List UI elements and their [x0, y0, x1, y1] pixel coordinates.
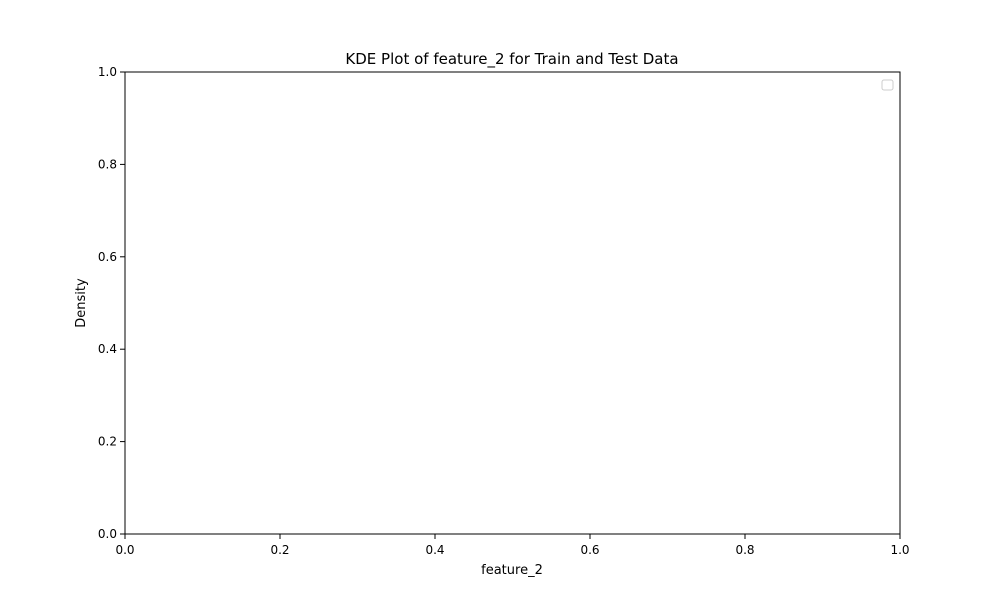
- legend: [881, 79, 894, 91]
- y-axis-ticks: 0.0 0.2 0.4 0.6 0.8 1.0: [98, 65, 125, 541]
- y-tick-label: 0.2: [98, 435, 117, 449]
- plot-area: [124, 71, 901, 535]
- x-tick-label: 0.4: [425, 543, 444, 557]
- y-axis-label: Density: [74, 278, 89, 328]
- chart-title: KDE Plot of feature_2 for Train and Test…: [345, 50, 678, 69]
- y-tick-label: 1.0: [98, 65, 117, 79]
- y-tick-label: 0.8: [98, 157, 117, 171]
- x-tick-label: 0.8: [735, 543, 754, 557]
- x-tick-label: 0.6: [580, 543, 599, 557]
- x-axis-ticks: 0.0 0.2 0.4 0.6 0.8 1.0: [115, 534, 910, 557]
- x-tick-label: 0.0: [115, 543, 134, 557]
- x-axis-label: feature_2: [481, 563, 543, 578]
- x-tick-label: 1.0: [890, 543, 909, 557]
- legend-box: [881, 79, 894, 91]
- y-tick-label: 0.4: [98, 342, 117, 356]
- y-tick-label: 0.0: [98, 527, 117, 541]
- x-tick-label: 0.2: [270, 543, 289, 557]
- y-tick-label: 0.6: [98, 250, 117, 264]
